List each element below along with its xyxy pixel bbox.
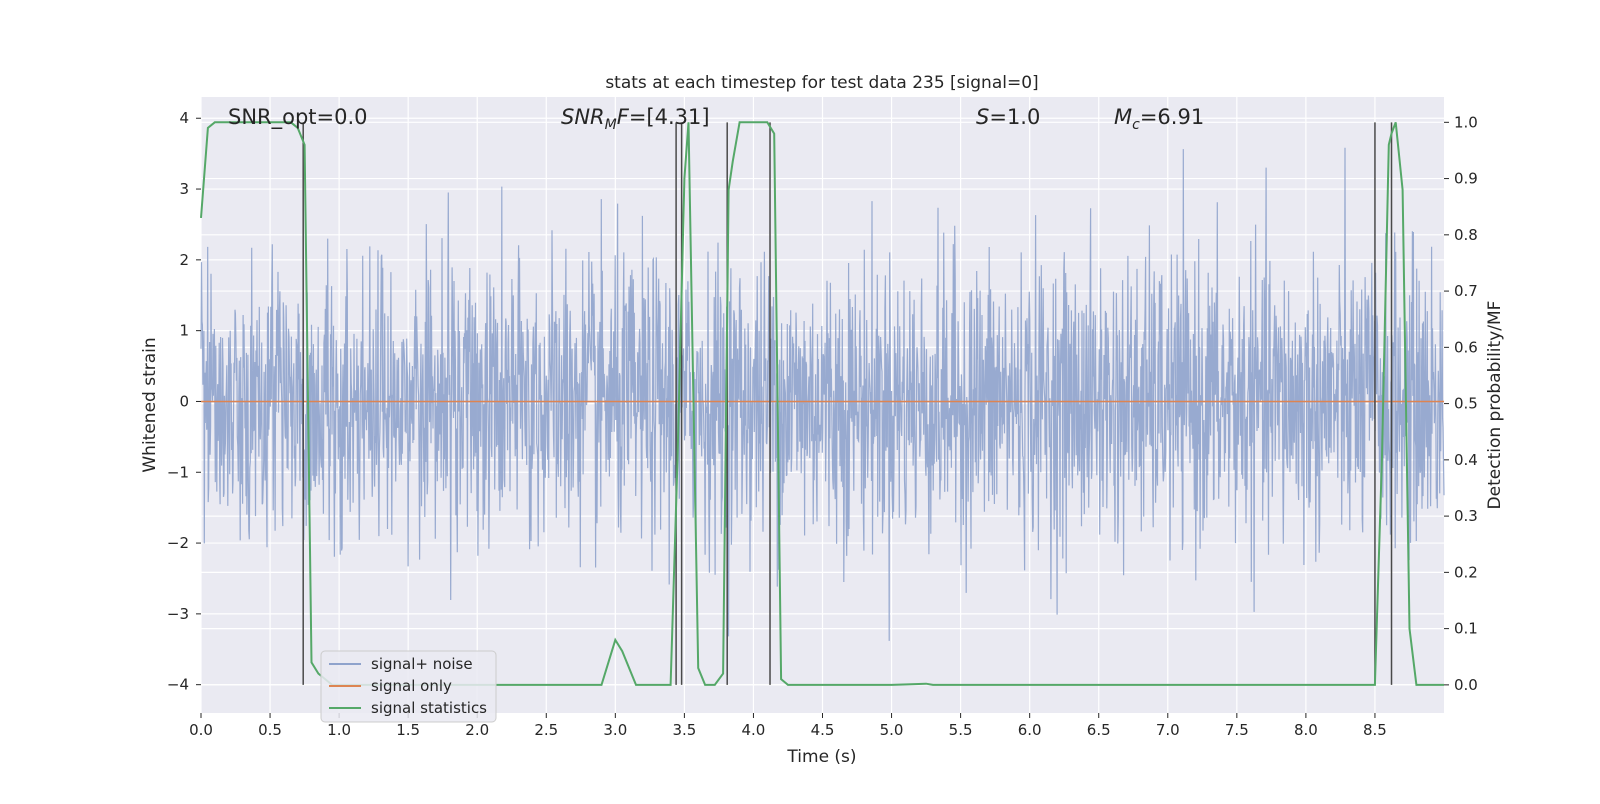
y-right-tick-label: 0.3 [1454,507,1478,525]
x-tick-label: 8.5 [1363,721,1387,739]
statistics-series-line [200,121,1444,686]
x-tick-label: 3.0 [603,721,627,739]
y-left-tick-label: 2 [179,251,189,269]
annotation-mc: Mc=6.91 [1114,105,1204,133]
y-right-tick-label: 0.9 [1454,170,1478,188]
x-axis-label: Time (s) [786,747,856,767]
y-left-tick-label: 3 [179,180,189,198]
x-tick-label: 4.0 [742,721,766,739]
y-left-tick-label: −3 [167,605,189,623]
y-right-tick-label: 0.0 [1454,676,1478,694]
y-left-tick-label: 0 [179,392,189,410]
x-tick-label: 1.5 [396,721,420,739]
y-left-tick-label: −1 [167,463,189,481]
y-right-tick-label: 0.4 [1454,451,1478,469]
legend-label-noise: signal+ noise [371,655,473,673]
x-tick-label: 6.5 [1087,721,1111,739]
x-tick-label: 7.5 [1225,721,1249,739]
legend-box [320,650,497,723]
annotation-snr-opt: SNR_opt=0.0 [228,105,368,130]
x-tick-label: 0.5 [258,721,282,739]
x-tick-label: 6.0 [1018,721,1042,739]
vertical-lines-layer [302,122,1393,685]
annotation-s-value: =1.0 [989,105,1040,129]
legend-label-stats: signal statistics [371,699,487,717]
y-left-tick-label: 1 [179,322,189,340]
x-tick-label: 5.0 [880,721,904,739]
annotation-snr-mf-value: =[4.31] [629,105,710,129]
y-right-tick-label: 0.2 [1454,563,1478,581]
y-right-tick-label: 0.5 [1454,395,1478,413]
x-tick-label: 1.0 [327,721,351,739]
y-left-tick-label: 4 [179,109,189,127]
noise-series-line [200,147,1445,641]
x-tick-label: 8.0 [1294,721,1318,739]
chart-title: stats at each timestep for test data 235… [605,73,1038,93]
x-tick-label: 3.5 [672,721,696,739]
x-tick-label: 2.0 [465,721,489,739]
y-right-tick-label: 0.6 [1454,338,1478,356]
y-right-tick-label: 0.8 [1454,226,1478,244]
x-tick-label: 5.5 [949,721,973,739]
y-right-tick-label: 1.0 [1454,113,1478,131]
annotation-snr-mf: SNRMF=[4.31] [561,105,710,133]
y-right-tick-label: 0.1 [1454,620,1478,638]
y-right-tick-label: 0.7 [1454,282,1478,300]
annotation-mc-value: =6.91 [1140,105,1204,129]
legend: signal+ noise signal only signal statist… [320,650,497,723]
noise-series-layer [200,147,1445,641]
y-axis-label-right: Detection probability/MF [1485,301,1505,510]
y-left-tick-label: −4 [167,676,189,694]
y-left-tick-label: −2 [167,534,189,552]
x-tick-label: 4.5 [811,721,835,739]
x-tick-label: 0.0 [189,721,213,739]
legend-label-signal: signal only [371,677,452,695]
x-tick-label: 2.5 [534,721,558,739]
statistics-series-layer [200,121,1444,686]
tick-layer: 0.0 0.5 1.0 1.5 2.0 2.5 3.0 3.5 4.0 4.5 5.0 5.5 6.0 6… [167,109,1478,739]
y-axis-label-left: Whitened strain [140,337,160,472]
x-tick-label: 7.0 [1156,721,1180,739]
annotation-s: S=1.0 [976,105,1040,129]
